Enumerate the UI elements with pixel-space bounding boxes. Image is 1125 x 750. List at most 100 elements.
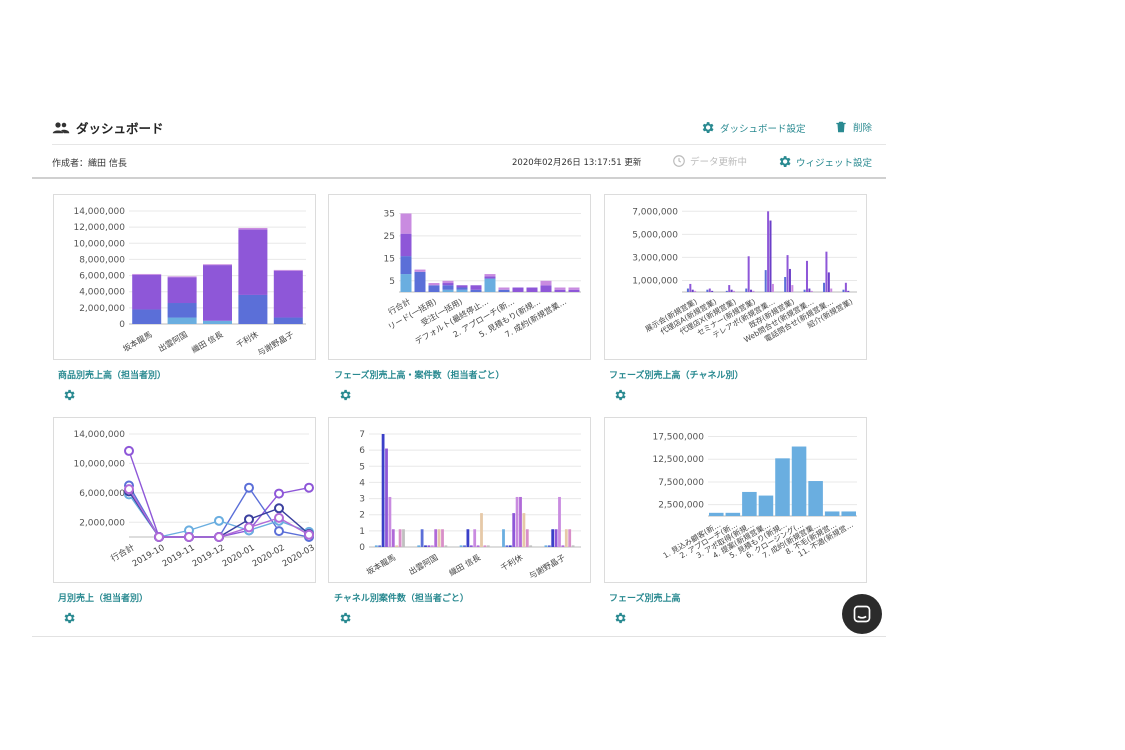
bar-segment: [442, 285, 454, 290]
y-tick-label: 3: [359, 495, 365, 505]
bar: [824, 511, 840, 516]
chat-icon: [853, 605, 871, 623]
widget-title[interactable]: 月別売上（担当者別）: [58, 594, 149, 604]
bar: [769, 220, 772, 292]
y-tick-label: 7,500,000: [658, 478, 704, 488]
widget-card-phase-sales-channel[interactable]: 7,000,000 5,000,000 3,000,000 1,000,000 展示会(…: [604, 194, 867, 360]
widget-card-sales-by-product[interactable]: 14,000,000 12,000,000 10,000,000 8,000,000 6…: [53, 194, 316, 360]
x-tick-label: 2019-12: [191, 543, 227, 569]
data-point: [274, 512, 284, 523]
bar: [547, 545, 551, 547]
bar: [508, 545, 512, 547]
bar: [847, 290, 850, 292]
widget-card-monthly-sales[interactable]: 14,000,000 10,000,000 6,000,000 2,000,000 行合…: [53, 417, 317, 583]
widget-settings-button[interactable]: ウィジェット設定: [777, 154, 872, 169]
y-tick-label: 35: [384, 209, 395, 219]
widget-title[interactable]: 商品別売上高（担当者別）: [58, 371, 167, 381]
chat-launcher-button[interactable]: [842, 594, 882, 634]
chart-phase-sales-channel: 7,000,0005,000,0003,000,0001,000,000展示会(…: [632, 207, 857, 344]
gear-icon[interactable]: [338, 388, 352, 402]
bar: [745, 288, 748, 292]
bar: [691, 289, 694, 292]
bar: [788, 268, 791, 292]
bar: [568, 529, 572, 547]
bar: [522, 513, 526, 547]
y-tick-label: 5,000,000: [632, 230, 678, 240]
bar: [398, 529, 402, 547]
bar: [519, 496, 522, 547]
bar: [758, 495, 774, 516]
bar: [825, 251, 828, 292]
data-point: [304, 482, 314, 493]
bar-segment: [132, 273, 162, 275]
y-tick-label: 7: [359, 430, 365, 440]
widget-title[interactable]: フェーズ別売上高: [609, 594, 681, 604]
widget-card-channel-count[interactable]: 7 6 5 4 3 2 1 0 坂本龍馬 出雲阿国 織田 信長 千利休 与謝野晶子: [328, 417, 591, 583]
bar: [689, 283, 692, 292]
x-tick-label: 坂本龍馬: [121, 329, 154, 354]
bar: [764, 270, 767, 292]
y-tick-label: 2,000,000: [79, 518, 125, 528]
bar: [747, 256, 750, 292]
bar: [808, 481, 823, 516]
bar: [771, 283, 774, 292]
bar-segment: [470, 289, 482, 292]
bar: [469, 545, 473, 547]
x-tick-label: 千利休: [234, 329, 260, 350]
bar-segment: [484, 276, 496, 279]
bar: [742, 491, 757, 516]
bar-segment: [400, 256, 412, 275]
bar: [775, 458, 790, 516]
bar: [706, 289, 709, 292]
bar: [420, 529, 424, 547]
bar: [512, 513, 516, 547]
bar: [444, 545, 448, 547]
x-tick-label: 出雲阿国: [156, 329, 189, 354]
bar-segment: [456, 285, 468, 288]
delete-button[interactable]: 削除: [834, 120, 872, 134]
bar: [564, 529, 568, 547]
data-point: [274, 503, 284, 514]
y-tick-label: 1: [359, 527, 365, 537]
y-tick-label: 1,000,000: [632, 276, 678, 286]
bar: [544, 545, 548, 547]
x-tick-label: 2019-10: [131, 543, 167, 569]
bar-segment: [540, 280, 552, 286]
bar: [827, 272, 830, 292]
y-tick-label: 5: [389, 277, 395, 287]
gear-icon[interactable]: [62, 611, 76, 625]
widget-title[interactable]: チャネル別案件数（担当者ごと）: [334, 594, 469, 604]
gear-icon[interactable]: [62, 388, 76, 402]
y-tick-label: 10,000,000: [73, 459, 125, 469]
gear-icon[interactable]: [613, 388, 627, 402]
y-tick-label: 6,000,000: [79, 489, 125, 499]
bar: [391, 529, 395, 547]
bar: [571, 545, 575, 547]
widget-card-phase-sales-count[interactable]: 35 25 15 5 行合計 リード(一括用) 受注(一括用) デフォルト(最終停止… 2. ア…: [328, 194, 591, 360]
widget-title[interactable]: フェーズ別売上高（チャネル別）: [609, 371, 744, 381]
bar: [784, 277, 787, 292]
bar-segment: [238, 227, 268, 230]
widget-title[interactable]: フェーズ別売上高・案件数（担当者ごと）: [334, 371, 505, 381]
meta-row: 作成者：織田 信長 2020年02月26日 13:17:51 更新 データ更新中…: [52, 154, 886, 170]
y-tick-label: 2,500,000: [658, 501, 704, 511]
bar: [486, 545, 490, 547]
y-tick-label: 7,000,000: [632, 207, 678, 217]
gear-icon[interactable]: [613, 611, 627, 625]
bar: [480, 513, 483, 547]
bar: [483, 545, 487, 547]
bar-segment: [414, 269, 426, 272]
dashboard-settings-button[interactable]: ダッシュボード設定: [700, 120, 806, 135]
x-tick-label: 2020-03: [281, 543, 317, 569]
gear-icon[interactable]: [338, 611, 352, 625]
bar-segment: [400, 233, 412, 257]
x-tick-label: 織田 信長: [447, 552, 482, 578]
bar: [808, 288, 811, 292]
bar-segment: [470, 285, 482, 290]
dashboard-title-row: ダッシュボード: [52, 118, 164, 137]
bar-segment: [273, 269, 303, 271]
bar: [554, 529, 558, 547]
widget-card-phase-sales[interactable]: 17,500,000 12,500,000 7,500,000 2,500,000 1.…: [604, 417, 867, 583]
